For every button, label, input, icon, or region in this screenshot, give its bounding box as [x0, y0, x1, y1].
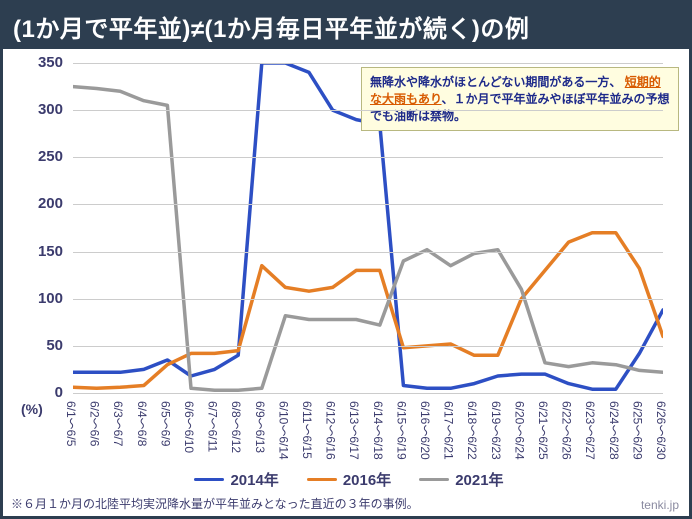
gridline: [73, 63, 663, 64]
gridline: [73, 204, 663, 205]
gridline: [73, 110, 663, 111]
y-tick-label: 50: [3, 338, 63, 353]
legend-label: 2021年: [455, 469, 503, 490]
y-tick-label: 150: [3, 244, 63, 259]
y-axis-unit: (%): [21, 401, 43, 417]
x-tick-label: 6/13～6/17: [349, 401, 363, 469]
y-tick-label: 0: [3, 385, 63, 400]
x-tick-label: 6/17～6/21: [444, 401, 458, 469]
chart-legend: 2014年 2016年 2021年: [3, 469, 692, 490]
y-tick-label: 300: [3, 102, 63, 117]
legend-label: 2014年: [230, 469, 278, 490]
x-tick-label: 6/4～6/8: [137, 401, 151, 469]
chart-title: (1か月で平年並)≠(1か月毎日平年並が続く)の例: [13, 9, 529, 44]
y-tick-label: 350: [3, 55, 63, 70]
x-tick-label: 6/20～6/24: [514, 401, 528, 469]
y-tick-label: 250: [3, 149, 63, 164]
legend-item: 2014年: [194, 469, 278, 490]
x-tick-label: 6/2～6/6: [90, 401, 104, 469]
annotation-box: 無降水や降水がほとんどない期間がある一方、 短期的な大雨もあり、１か月で平年並み…: [361, 67, 679, 131]
legend-swatch: [419, 478, 449, 481]
legend-item: 2016年: [307, 469, 391, 490]
x-tick-label: 6/15～6/19: [396, 401, 410, 469]
x-tick-label: 6/1～6/5: [66, 401, 80, 469]
chart-frame: (1か月で平年並)≠(1か月毎日平年並が続く)の例 (%) 無降水や降水がほとん…: [0, 0, 692, 519]
x-tick-label: 6/7～6/11: [208, 401, 222, 469]
gridline: [73, 157, 663, 158]
x-tick-label: 6/14～6/18: [373, 401, 387, 469]
legend-label: 2016年: [343, 469, 391, 490]
x-tick-label: 6/8～6/12: [231, 401, 245, 469]
legend-swatch: [194, 478, 224, 481]
x-tick-label: 6/11～6/15: [302, 401, 316, 469]
gridline: [73, 299, 663, 300]
x-tick-label: 6/9～6/13: [255, 401, 269, 469]
x-tick-label: 6/23～6/27: [585, 401, 599, 469]
x-tick-label: 6/21～6/25: [538, 401, 552, 469]
legend-swatch: [307, 478, 337, 481]
x-tick-label: 6/24～6/28: [609, 401, 623, 469]
x-tick-label: 6/26～6/30: [656, 401, 670, 469]
x-tick-label: 6/18～6/22: [467, 401, 481, 469]
footnote-text: ※６月１か月の北陸平均実況降水量が平年並みとなった直近の３年の事例。: [11, 495, 419, 512]
gridline: [73, 252, 663, 253]
y-tick-label: 100: [3, 291, 63, 306]
x-tick-label: 6/19～6/23: [491, 401, 505, 469]
attribution-text: tenki.jp: [641, 498, 679, 512]
gridline: [73, 393, 663, 394]
y-tick-label: 200: [3, 196, 63, 211]
legend-item: 2021年: [419, 469, 503, 490]
x-tick-label: 6/6～6/10: [184, 401, 198, 469]
x-tick-label: 6/10～6/14: [278, 401, 292, 469]
callout-line1: 無降水や降水がほとんどない期間がある一方、: [370, 75, 621, 89]
title-bar: (1か月で平年並)≠(1か月毎日平年並が続く)の例: [3, 3, 689, 49]
x-tick-label: 6/16～6/20: [420, 401, 434, 469]
x-tick-label: 6/3～6/7: [113, 401, 127, 469]
gridline: [73, 346, 663, 347]
x-tick-label: 6/22～6/26: [562, 401, 576, 469]
x-tick-label: 6/5～6/9: [160, 401, 174, 469]
x-tick-label: 6/25～6/29: [632, 401, 646, 469]
x-tick-label: 6/12～6/16: [326, 401, 340, 469]
